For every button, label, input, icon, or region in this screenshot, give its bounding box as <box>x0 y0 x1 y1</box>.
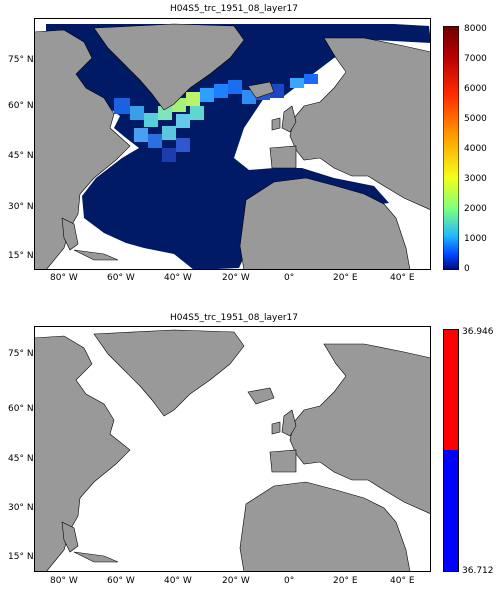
colorbar-tick: 4000 <box>464 144 487 154</box>
colorbar-two-tone <box>443 329 459 572</box>
lon-label: 20° W <box>222 576 250 586</box>
lon-label: 20° E <box>333 576 358 586</box>
lon-label: 60° W <box>107 576 135 586</box>
land-cuba <box>73 249 119 261</box>
land-florida <box>61 217 79 251</box>
lat-label: 30° N <box>8 503 34 513</box>
lon-label: 60° W <box>107 273 135 283</box>
colorbar-tick: 1000 <box>464 234 487 244</box>
land-greenland <box>93 23 245 111</box>
land-cuba <box>73 551 119 563</box>
land-north-america <box>34 29 131 270</box>
lon-label: 0° <box>284 273 295 283</box>
land-ireland <box>271 421 281 435</box>
land-iceland <box>247 387 275 405</box>
lon-label: 20° E <box>333 273 358 283</box>
map-canvas-bottom <box>34 326 431 572</box>
lat-label: 45° N <box>8 454 34 464</box>
land-africa <box>239 481 411 572</box>
colorbar-top <box>443 26 459 270</box>
lon-label: 0° <box>284 576 295 586</box>
land-uk <box>281 409 297 437</box>
lat-label: 30° N <box>8 202 34 212</box>
tracer-plume <box>114 74 318 162</box>
land-uk <box>281 105 297 133</box>
lon-label: 40° W <box>164 576 192 586</box>
lat-label: 75° N <box>8 55 34 65</box>
lat-label: 15° N <box>8 251 34 261</box>
map-panel-bottom <box>34 326 431 572</box>
colorbar-tick: 2000 <box>464 204 487 214</box>
land-iberia <box>269 449 297 473</box>
land-greenland <box>93 329 245 417</box>
land-eurasia <box>289 37 431 211</box>
land-ireland <box>271 117 281 131</box>
land-africa <box>239 177 411 270</box>
land-iberia <box>269 145 297 169</box>
lat-label: 60° N <box>8 404 34 414</box>
lat-label: 15° N <box>8 552 34 562</box>
lat-label: 45° N <box>8 151 34 161</box>
colorbar-min: 36.712 <box>462 566 494 576</box>
colorbar-bottom <box>443 329 459 572</box>
lon-label: 40° W <box>164 273 192 283</box>
lat-label: 60° N <box>8 101 34 111</box>
colorbar-tick: 8000 <box>464 24 487 34</box>
colorbar-tick: 7000 <box>464 54 487 64</box>
colorbar-tick: 0 <box>464 264 470 274</box>
land-eurasia <box>289 343 431 515</box>
map-canvas-top <box>34 18 431 270</box>
ocean-field <box>46 24 431 270</box>
land-florida <box>61 521 79 553</box>
lat-label: 75° N <box>8 349 34 359</box>
land-iceland <box>247 81 275 99</box>
map-title-bottom: H04S5_trc_1951_08_layer17 <box>169 313 299 323</box>
land-north-america <box>34 335 131 572</box>
colorbar-tick: 5000 <box>464 114 487 124</box>
lon-label: 80° W <box>50 273 78 283</box>
map-panel-top <box>34 18 431 270</box>
colorbar-tick: 6000 <box>464 84 487 94</box>
colorbar-tick: 3000 <box>464 174 487 184</box>
map-title-top: H04S5_trc_1951_08_layer17 <box>169 4 299 14</box>
lon-label: 80° W <box>50 576 78 586</box>
colorbar-max: 36.946 <box>462 327 494 337</box>
lon-label: 40° E <box>390 576 415 586</box>
lon-label: 40° E <box>390 273 415 283</box>
colorbar-gradient <box>443 26 459 270</box>
lon-label: 20° W <box>222 273 250 283</box>
